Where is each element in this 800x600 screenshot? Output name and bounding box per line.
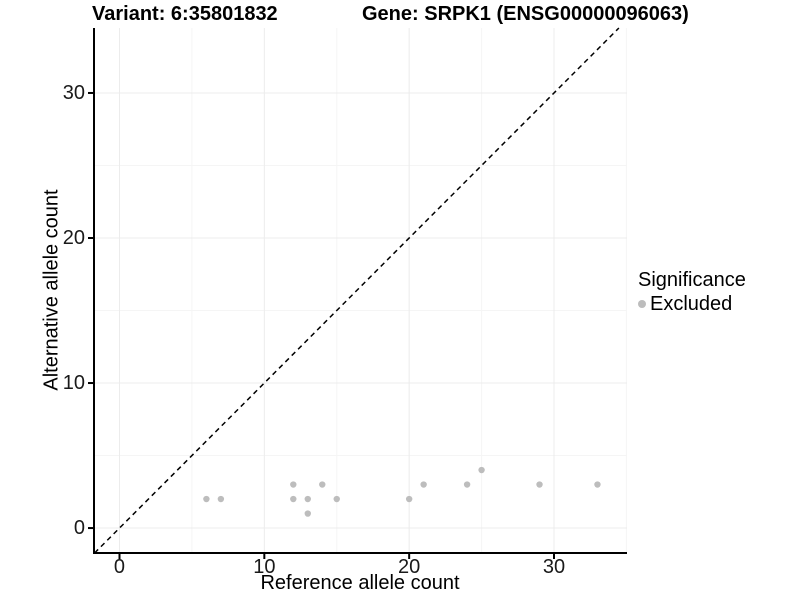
data-point [420,481,427,488]
y-tick-label: 30 [62,81,85,104]
variant-title: Variant: 6:35801832 [92,3,278,25]
data-point [594,481,601,488]
data-point [405,495,413,503]
data-point [203,495,210,503]
x-tick-label: 0 [113,556,126,578]
x-axis-title: Reference allele count [260,572,460,594]
data-point [290,495,297,503]
excluded-point-icon [638,300,646,308]
legend-item-excluded: Excluded [638,293,746,315]
data-point [463,481,471,488]
data-point [217,495,225,503]
legend-item-label: Excluded [650,293,733,315]
data-point [304,510,311,517]
data-point [304,495,311,503]
x-tick-label: 10 [253,556,276,578]
data-point [536,481,543,488]
data-point [478,466,485,474]
x-tick-label: 30 [542,556,566,578]
gene-title: Gene: SRPK1 (ENSG00000096063) [362,3,689,25]
y-axis-title: Alternative allele count [40,189,63,391]
identity-line [94,27,620,554]
data-point [290,481,297,488]
y-tick-label: 20 [62,227,85,249]
legend-title: Significance [638,269,746,291]
data-point [333,495,340,503]
y-tick-label: 0 [73,517,85,540]
legend: Significance Excluded [638,268,746,315]
data-point [319,481,326,488]
y-tick-label: 10 [62,372,85,395]
x-tick-label: 20 [398,556,421,578]
